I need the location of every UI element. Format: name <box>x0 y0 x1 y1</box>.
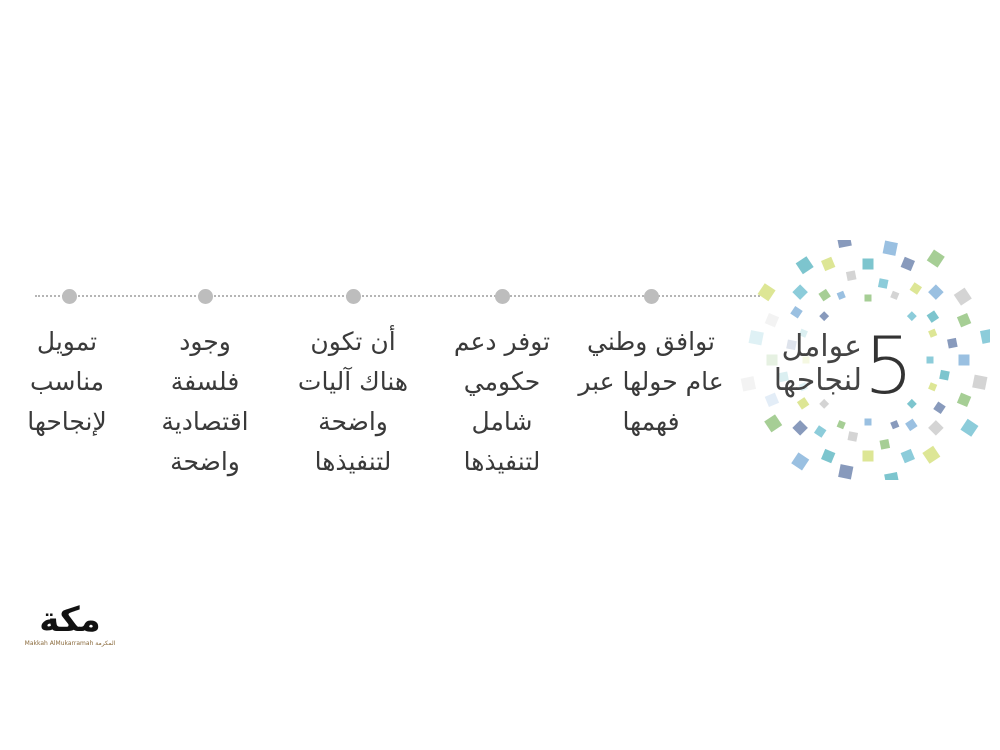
factor-1: توافق وطني عام حولها عبر فهمها <box>578 327 724 436</box>
star-square <box>960 418 979 437</box>
star-square <box>928 328 938 338</box>
star-square <box>764 313 780 328</box>
star-square <box>928 284 944 300</box>
star-square <box>740 376 756 392</box>
star-square <box>792 420 808 436</box>
star-square <box>802 356 810 364</box>
star-square <box>790 305 803 319</box>
star-square <box>953 287 972 306</box>
star-square <box>890 290 900 300</box>
star-square <box>890 420 900 430</box>
star-square <box>813 425 827 438</box>
star-square <box>939 369 950 381</box>
star-square <box>796 397 810 410</box>
star-square <box>766 354 778 366</box>
star-square <box>906 311 917 322</box>
star-square <box>836 240 852 248</box>
logo-subtitle: Makkah AlMukarramah المكرمة <box>24 640 116 647</box>
star-square <box>819 311 830 322</box>
timeline-dot <box>62 289 77 304</box>
logo-mark: مكة <box>39 600 101 640</box>
star-square <box>836 290 846 300</box>
star-square <box>786 339 797 351</box>
star-square <box>764 392 780 407</box>
star-square <box>972 374 988 390</box>
headline-line-1: عوامل <box>781 329 862 364</box>
star-square <box>884 472 900 480</box>
star-square <box>958 354 970 366</box>
star-square <box>757 283 776 302</box>
star-square <box>838 464 854 480</box>
star-square <box>795 256 814 275</box>
star-square <box>956 392 972 407</box>
star-square <box>792 284 808 300</box>
star-square <box>862 450 874 462</box>
star-square <box>926 310 940 323</box>
factor-4: وجود فلسفة اقتصادية واضحة <box>161 327 249 476</box>
headline-line-2: لنجاحها <box>773 363 862 398</box>
star-square <box>791 452 810 471</box>
star-square <box>821 256 836 272</box>
star-square <box>947 337 958 349</box>
star-pattern-graphic <box>740 240 990 480</box>
star-square <box>928 420 944 436</box>
star-square <box>926 249 945 268</box>
star-square <box>980 328 990 344</box>
timeline-line <box>35 295 760 297</box>
star-square <box>818 288 831 302</box>
factor-2: توفر دعم حكومي شامل لتنفيذها <box>453 327 551 476</box>
star-square <box>879 439 891 450</box>
star-square <box>905 418 918 432</box>
star-square <box>928 382 938 392</box>
star-square <box>862 258 874 270</box>
timeline-dot <box>644 289 659 304</box>
star-square <box>821 448 836 464</box>
makkah-logo: مكة Makkah AlMukarramah المكرمة <box>20 600 120 655</box>
star-square <box>922 445 941 464</box>
star-square <box>956 313 972 328</box>
star-square <box>909 282 923 295</box>
star-square <box>778 371 789 383</box>
star-square <box>847 431 859 442</box>
timeline-dot <box>346 289 361 304</box>
star-square <box>933 401 946 415</box>
star-square <box>864 294 872 302</box>
star-square <box>845 270 857 281</box>
star-square <box>864 418 872 426</box>
star-square <box>900 256 915 272</box>
star-square <box>926 356 934 364</box>
star-square <box>764 414 783 433</box>
headline-number: 5 <box>864 322 914 412</box>
star-square <box>798 328 808 338</box>
star-square <box>882 240 898 256</box>
star-square <box>877 278 889 289</box>
star-square <box>836 420 846 430</box>
star-square <box>900 448 915 464</box>
star-square <box>798 382 808 392</box>
factor-5: تمويل مناسب لإنجاحها <box>27 327 107 436</box>
star-square <box>748 330 764 346</box>
timeline-dot <box>495 289 510 304</box>
star-square <box>819 398 830 409</box>
timeline-dot <box>198 289 213 304</box>
factor-3: أن تكون هناك آليات واضحة لتنفيذها <box>297 327 409 476</box>
